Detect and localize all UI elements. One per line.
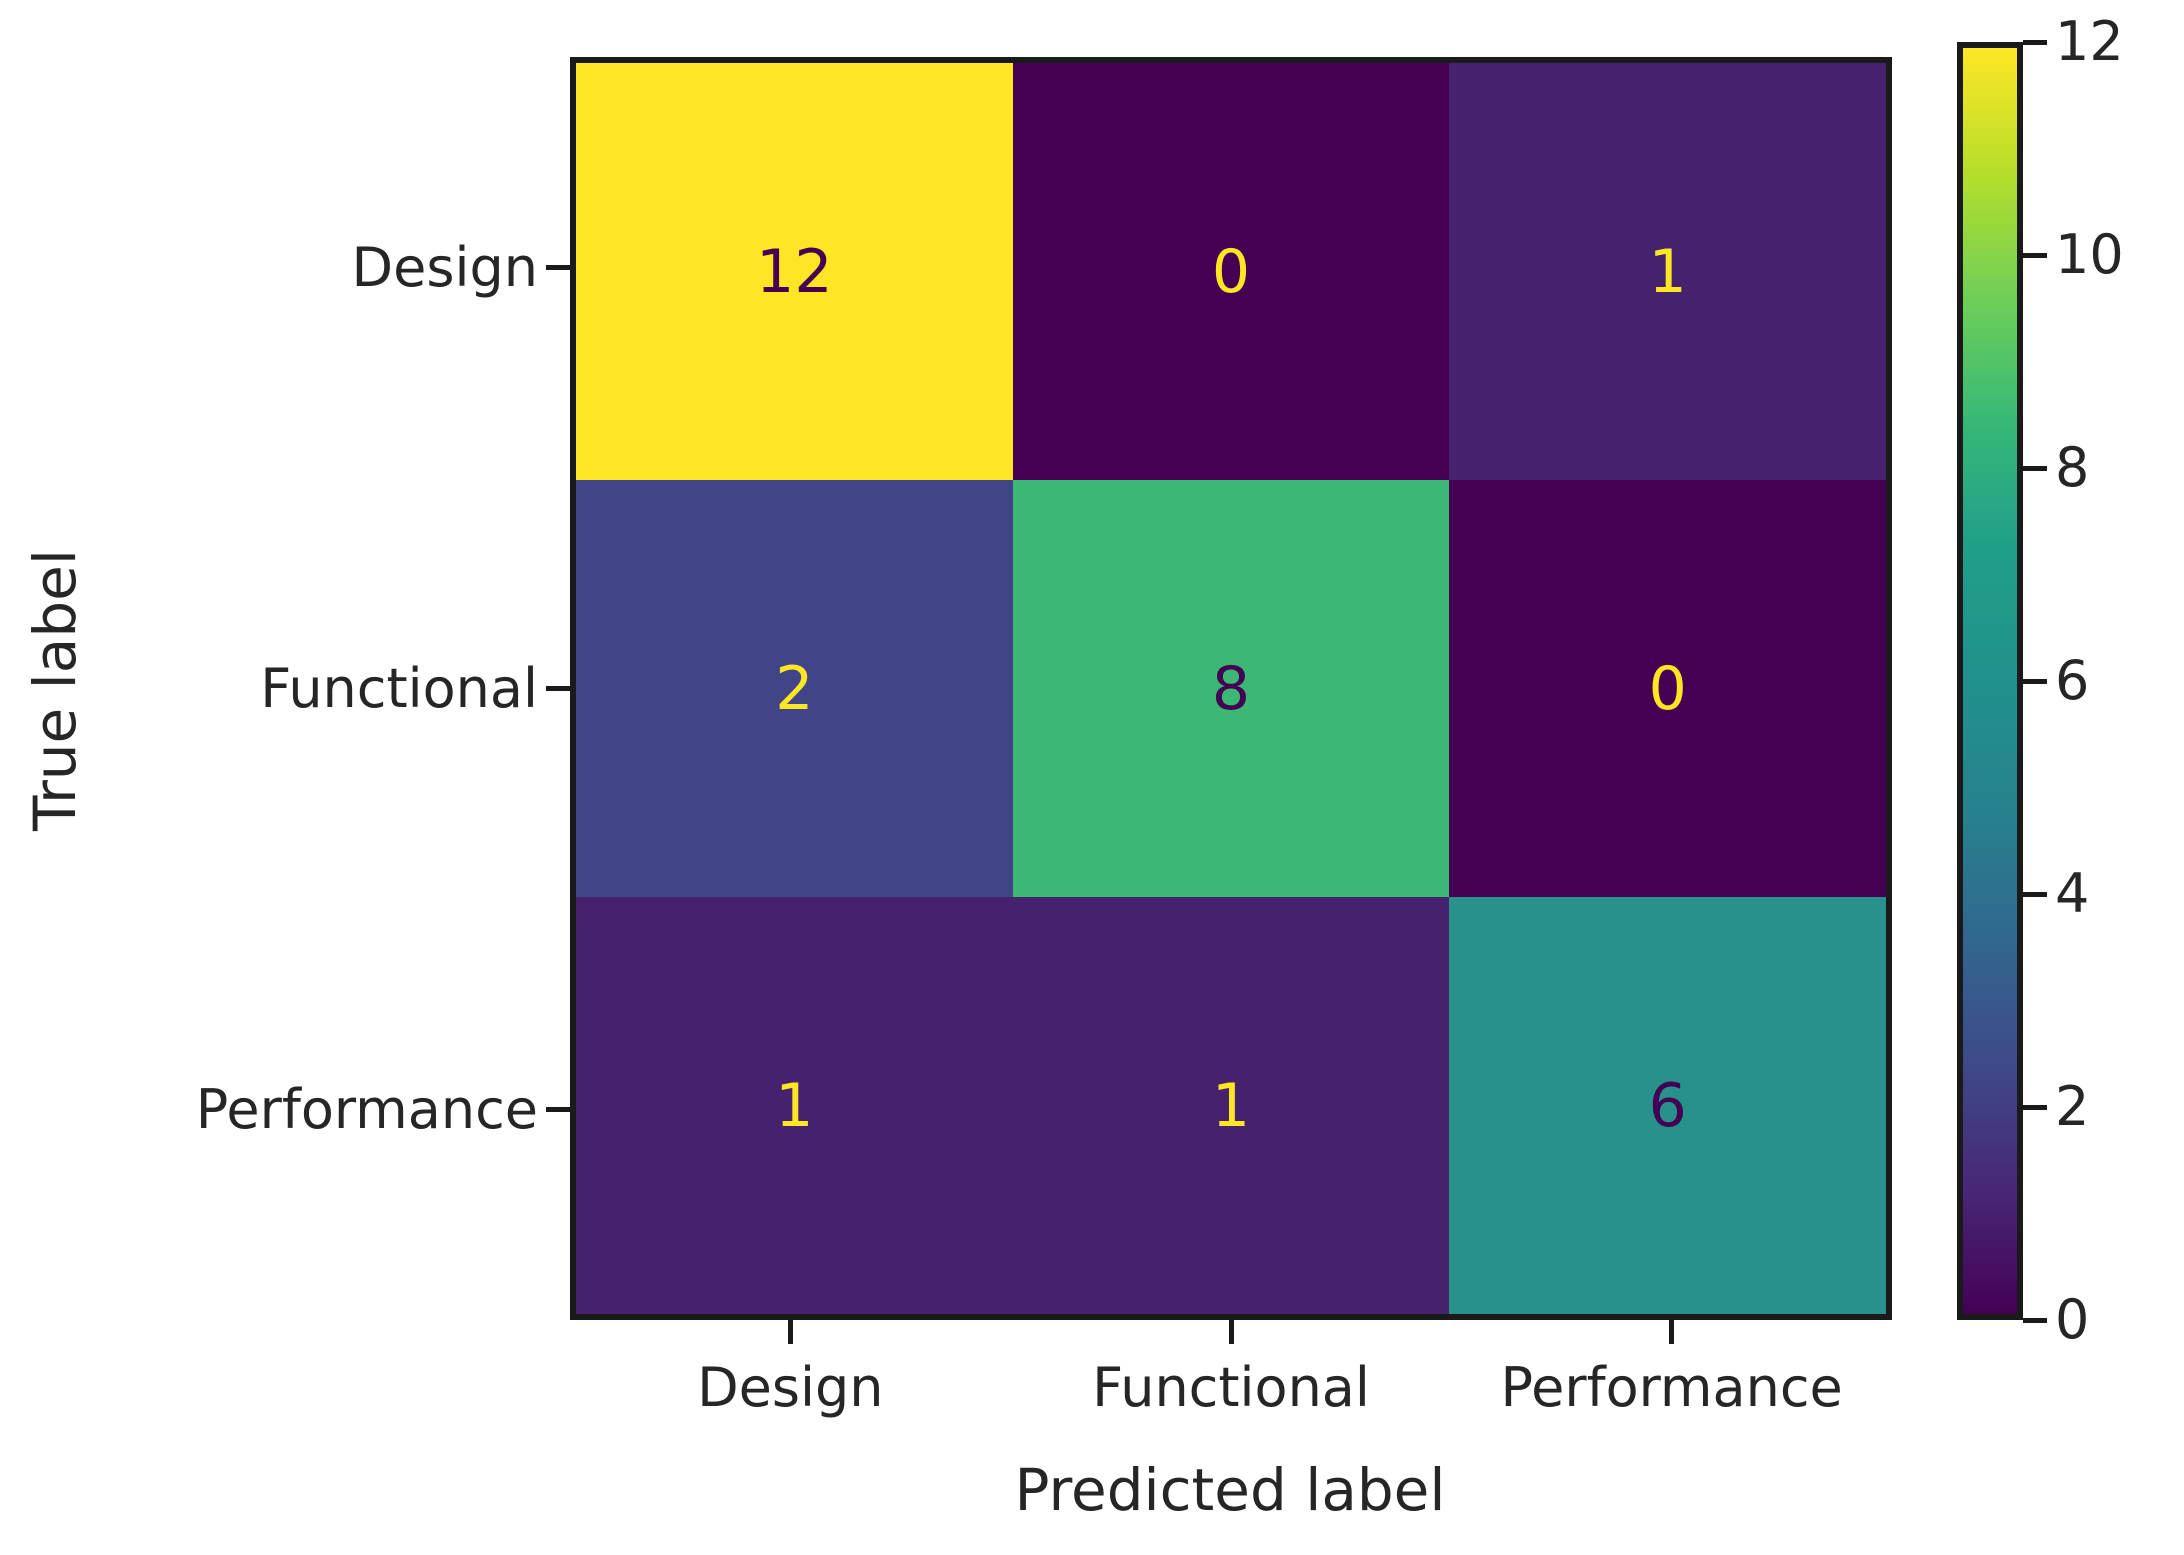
- matrix-cell-functional-functional: 8: [1012, 480, 1450, 897]
- cell-value: 8: [1211, 653, 1251, 724]
- heatmap-plot: 12 0 1 2 8 0 1 1 6: [570, 57, 1892, 1320]
- y-tick-mark: [546, 1107, 570, 1112]
- x-tick-mark: [1228, 1320, 1234, 1344]
- cell-value: 1: [775, 1070, 814, 1141]
- y-tick-label-performance: Performance: [195, 1077, 538, 1141]
- cell-value: 0: [1648, 653, 1687, 724]
- matrix-cell-design-functional: 0: [1012, 63, 1450, 480]
- heatmap-grid: 12 0 1 2 8 0 1 1 6: [576, 63, 1886, 1314]
- matrix-cell-design-design: 12: [576, 63, 1013, 480]
- colorbar-gradient: [1963, 48, 2017, 1314]
- colorbar: [1957, 42, 2023, 1320]
- colorbar-tick-label-10: 10: [2055, 223, 2124, 286]
- colorbar-tick-label-12: 12: [2055, 10, 2124, 73]
- colorbar-tick-label-4: 4: [2055, 862, 2090, 925]
- cell-value: 1: [1211, 1070, 1251, 1141]
- colorbar-tick-mark: [2023, 39, 2047, 45]
- colorbar-tick-mark: [2023, 465, 2047, 471]
- colorbar-tick-label-6: 6: [2055, 649, 2090, 712]
- matrix-cell-design-performance: 1: [1449, 63, 1886, 480]
- matrix-cell-functional-design: 2: [576, 480, 1013, 897]
- colorbar-tick-label-2: 2: [2055, 1075, 2090, 1138]
- x-tick-label-design: Design: [697, 1356, 884, 1419]
- cell-value: 1: [1648, 236, 1687, 307]
- colorbar-tick-mark: [2023, 252, 2047, 258]
- x-tick-mark: [1669, 1320, 1675, 1344]
- y-tick-mark: [546, 265, 570, 270]
- cell-value: 6: [1648, 1070, 1687, 1141]
- matrix-cell-performance-design: 1: [576, 897, 1013, 1314]
- cell-value: 2: [775, 653, 814, 724]
- cell-value: 0: [1211, 236, 1251, 307]
- y-tick-label-design: Design: [351, 235, 538, 299]
- matrix-cell-performance-functional: 1: [1012, 897, 1450, 1314]
- colorbar-tick-mark: [2023, 1317, 2047, 1323]
- y-tick-mark: [546, 686, 570, 691]
- matrix-cell-performance-performance: 6: [1449, 897, 1886, 1314]
- cell-value: 12: [756, 236, 833, 307]
- colorbar-tick-mark: [2023, 891, 2047, 897]
- x-axis-label: Predicted label: [1014, 1456, 1446, 1524]
- colorbar-tick-mark: [2023, 678, 2047, 684]
- x-tick-mark: [787, 1320, 793, 1344]
- x-tick-label-functional: Functional: [1092, 1356, 1370, 1419]
- colorbar-tick-label-0: 0: [2055, 1288, 2090, 1351]
- y-tick-label-functional: Functional: [260, 656, 538, 720]
- x-tick-label-performance: Performance: [1500, 1356, 1843, 1419]
- colorbar-tick-label-8: 8: [2055, 436, 2090, 499]
- matrix-cell-functional-performance: 0: [1449, 480, 1886, 897]
- colorbar-tick-mark: [2023, 1104, 2047, 1110]
